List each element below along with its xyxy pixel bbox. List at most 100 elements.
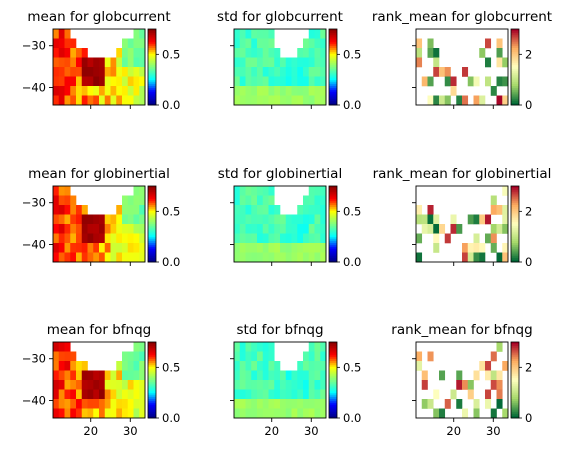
colorbar-swatch <box>511 383 519 387</box>
heatmap-cell <box>70 351 77 362</box>
heatmap-cell <box>64 361 71 371</box>
heatmap-cell <box>303 233 310 244</box>
heatmap-cell <box>116 243 123 253</box>
heatmap-cell <box>297 361 304 371</box>
colorbar: 02 <box>510 185 532 269</box>
heatmap-cell <box>245 342 252 352</box>
heatmap-cell <box>303 76 310 87</box>
heatmap-cell <box>239 361 246 371</box>
heatmap-cell <box>456 399 463 409</box>
heatmap-cell <box>139 57 146 68</box>
heatmap-cell <box>81 86 88 96</box>
heatmap-cell <box>234 29 241 39</box>
axes-frame <box>233 185 327 263</box>
colorbar-swatch <box>511 393 519 396</box>
colorbar-swatch <box>511 222 519 225</box>
heatmap-cell <box>479 243 486 253</box>
heatmap-cell <box>139 67 146 77</box>
heatmap-cell <box>53 95 60 106</box>
heatmap-cell <box>473 76 480 87</box>
heatmap-cell <box>485 76 492 87</box>
colorbar-swatch <box>511 374 519 377</box>
axes-frame <box>233 28 327 106</box>
heatmap-cell <box>308 38 315 49</box>
heatmap-cell <box>81 48 88 58</box>
colorbar-swatch <box>148 203 156 206</box>
panel-title: mean for globinertial <box>28 166 170 182</box>
heatmap-cell <box>104 370 111 381</box>
colorbar-swatch <box>511 80 519 83</box>
heatmap-cell <box>53 205 60 215</box>
colorbar-swatch <box>148 364 156 368</box>
colorbar-swatch <box>148 361 156 364</box>
colorbar-swatch <box>329 203 337 206</box>
colorbar-swatch <box>511 404 519 407</box>
heatmap-cell <box>99 76 106 87</box>
heatmap-cell <box>133 224 140 234</box>
colorbar-swatch <box>148 187 156 191</box>
heatmap-cell <box>64 186 71 196</box>
heatmap-cell <box>53 252 60 263</box>
heatmap-cell <box>268 205 275 215</box>
heatmap-cell <box>280 233 287 244</box>
colorbar-tick-label: 0.5 <box>162 204 180 218</box>
colorbar-swatch <box>148 51 156 55</box>
colorbar-swatch <box>148 57 156 60</box>
heatmap-cell <box>268 361 275 371</box>
y-tick-label: −30 <box>22 352 46 366</box>
panel-title: mean for globcurrent <box>27 9 170 25</box>
heatmap-cell <box>257 252 264 263</box>
heatmap-cell <box>87 370 94 381</box>
colorbar-swatch <box>329 353 337 356</box>
heatmap-cell <box>93 389 100 400</box>
colorbar-swatch <box>511 191 519 194</box>
heatmap-cell <box>262 399 269 409</box>
heatmap-cell <box>127 408 134 419</box>
heatmap-cell <box>104 252 111 263</box>
colorbar-swatch <box>329 362 337 366</box>
heatmap-cell <box>139 86 146 96</box>
heatmap-cell <box>58 205 65 215</box>
heatmap-cell <box>110 380 117 390</box>
heatmap-cell <box>490 380 497 390</box>
heatmap-cell <box>268 48 275 58</box>
heatmap-cell <box>122 95 129 106</box>
heatmap-cell <box>133 186 140 196</box>
heatmap-cell <box>308 243 315 253</box>
heatmap-cell <box>139 195 146 206</box>
heatmap-cell <box>70 243 77 253</box>
heatmap-cells <box>234 342 327 419</box>
heatmap-cell <box>116 361 123 371</box>
colorbar-swatch <box>148 246 156 250</box>
heatmap-cells <box>416 38 509 106</box>
colorbar-swatch <box>511 70 519 74</box>
heatmap-cell <box>297 67 304 77</box>
heatmap-cell <box>462 243 469 253</box>
colorbar-swatch <box>148 99 156 102</box>
colorbar-swatch <box>329 235 337 238</box>
heatmap-cell <box>58 214 65 225</box>
heatmap-cell <box>433 224 440 234</box>
colorbar-swatch <box>329 70 337 74</box>
heatmap-cell <box>268 76 275 87</box>
heatmap-cell <box>70 233 77 244</box>
heatmap-cell <box>76 380 83 390</box>
heatmap-cell <box>297 380 304 390</box>
heatmap-cell <box>485 233 492 244</box>
heatmap-cell <box>133 380 140 390</box>
colorbar-swatch <box>148 205 156 208</box>
heatmap-cell <box>285 243 292 253</box>
heatmap-cell <box>308 29 315 39</box>
colorbar-tick-label: 0.0 <box>162 98 180 112</box>
colorbar-swatch <box>329 86 337 89</box>
colorbar-swatch <box>329 342 337 345</box>
colorbar-swatch <box>329 30 337 34</box>
heatmap-cell <box>104 399 111 409</box>
colorbar-tick-label: 2 <box>525 47 532 61</box>
heatmap-cell <box>257 342 264 352</box>
colorbar-swatch <box>511 193 519 196</box>
panel-title: rank_mean for globinertial <box>373 166 552 182</box>
colorbar-swatch <box>511 214 519 217</box>
heatmap-cell <box>122 205 129 215</box>
heatmap-cell <box>308 370 315 381</box>
